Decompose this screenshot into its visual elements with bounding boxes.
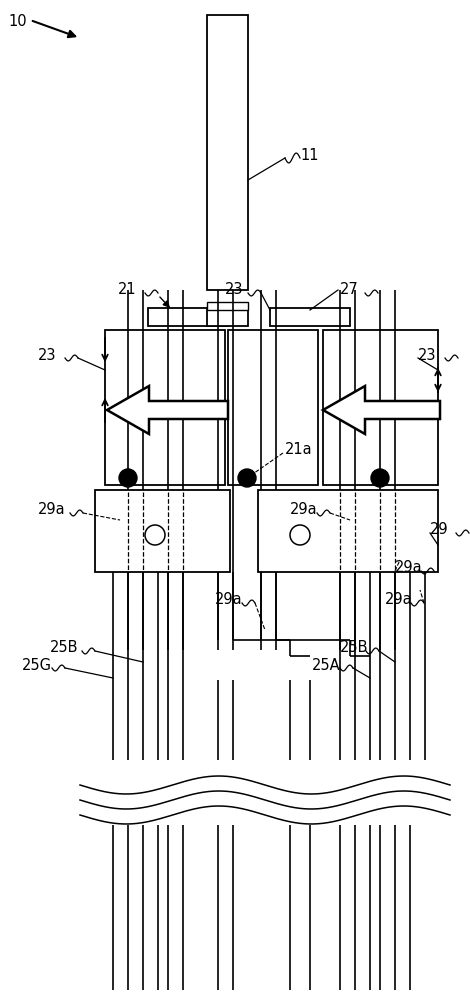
Bar <box>207 308 248 326</box>
Text: 27: 27 <box>340 282 359 298</box>
Text: 29a: 29a <box>395 560 423 576</box>
Bar <box>148 308 228 326</box>
Text: 29a: 29a <box>290 502 318 518</box>
Bar <box>105 330 225 485</box>
Text: 29: 29 <box>430 522 449 538</box>
Circle shape <box>145 525 165 545</box>
Circle shape <box>290 525 310 545</box>
Text: 25A: 25A <box>312 658 341 672</box>
Text: 25B: 25B <box>50 641 78 656</box>
Text: 23: 23 <box>38 348 56 362</box>
Polygon shape <box>323 386 440 434</box>
Text: 29a: 29a <box>385 592 413 607</box>
Bar <box>258 490 438 572</box>
Circle shape <box>371 469 389 487</box>
Text: 25G: 25G <box>22 658 52 672</box>
Text: 23: 23 <box>225 282 243 298</box>
Bar <box>207 15 248 290</box>
Text: 29a: 29a <box>38 502 66 518</box>
Text: 21: 21 <box>118 282 137 298</box>
Text: 21a: 21a <box>285 442 313 458</box>
Circle shape <box>238 469 256 487</box>
Text: 29a: 29a <box>215 592 243 607</box>
Bar <box>323 330 438 485</box>
Text: 25B: 25B <box>340 641 368 656</box>
Bar <box>207 302 248 310</box>
Text: 10: 10 <box>8 14 27 29</box>
Bar <box>95 490 230 572</box>
Text: 11: 11 <box>300 147 319 162</box>
Circle shape <box>119 469 137 487</box>
Polygon shape <box>107 386 228 434</box>
Bar <box>228 330 318 485</box>
Bar <box>270 308 350 326</box>
Text: 23: 23 <box>418 348 437 362</box>
